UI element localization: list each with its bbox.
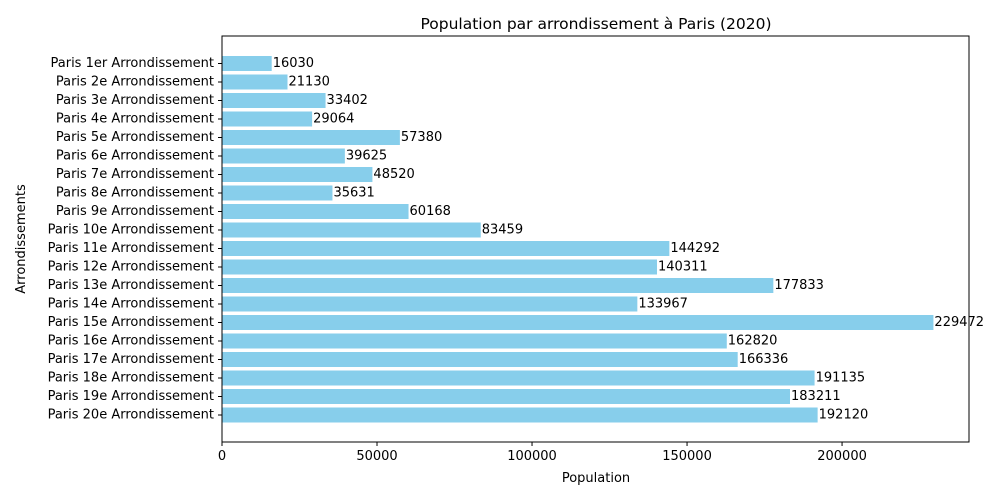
data-labels-group: 16030 21130 33402 29064 57380 39625 48520 35631… — [273, 56, 984, 423]
y-tick-label: Paris 5e Arrondissement — [56, 130, 214, 145]
data-label: 183211 — [791, 389, 841, 404]
bar — [222, 56, 272, 71]
data-label: 57380 — [401, 130, 442, 145]
data-label: 162820 — [728, 334, 778, 349]
y-tick-label: Paris 20e Arrondissement — [48, 408, 214, 423]
data-label: 229472 — [934, 315, 984, 330]
chart-title: Population par arrondissement à Paris (2… — [420, 15, 771, 33]
data-label: 48520 — [373, 167, 414, 182]
y-tick-label: Paris 17e Arrondissement — [48, 352, 214, 367]
data-label: 33402 — [327, 93, 368, 108]
y-tick-label: Paris 10e Arrondissement — [48, 223, 214, 238]
y-tick-label: Paris 19e Arrondissement — [48, 389, 214, 404]
data-label: 140311 — [658, 260, 708, 275]
data-label: 192120 — [819, 408, 869, 423]
bar — [222, 389, 791, 404]
bars-group — [222, 56, 934, 423]
bar — [222, 259, 658, 275]
y-tick-label: Paris 7e Arrondissement — [56, 167, 214, 182]
x-tick-label: 100000 — [507, 449, 557, 464]
x-tick-label: 50000 — [356, 449, 397, 464]
y-axis-label: Arrondissements — [14, 184, 29, 294]
y-tick-label: Paris 14e Arrondissement — [48, 297, 214, 312]
plot-frame — [221, 35, 970, 443]
bar — [222, 352, 738, 367]
y-tick-label: Paris 15e Arrondissement — [48, 315, 214, 330]
bar — [222, 93, 326, 108]
bar — [222, 333, 727, 349]
y-tick-label: Paris 13e Arrondissement — [48, 278, 214, 293]
y-tick-label: Paris 11e Arrondissement — [48, 241, 214, 256]
bar — [222, 111, 313, 127]
data-label: 133967 — [638, 297, 688, 312]
y-tick-label: Paris 8e Arrondissement — [56, 186, 214, 201]
bar — [222, 148, 345, 164]
plot-area: 16030 21130 33402 29064 57380 39625 48520 35631… — [48, 35, 984, 464]
x-tick-label: 200000 — [817, 449, 867, 464]
bar — [222, 241, 670, 256]
data-label: 83459 — [482, 223, 523, 238]
y-tick-label: Paris 1er Arrondissement — [51, 56, 215, 71]
x-axis-ticks: 0 50000 100000 150000 200000 — [218, 442, 867, 464]
data-label: 16030 — [273, 56, 314, 71]
y-tick-label: Paris 2e Arrondissement — [56, 75, 214, 90]
data-label: 60168 — [410, 204, 451, 219]
x-axis-label: Population — [562, 471, 630, 486]
y-tick-label: Paris 4e Arrondissement — [56, 112, 214, 127]
bar — [222, 370, 815, 386]
y-tick-label: Paris 12e Arrondissement — [48, 260, 214, 275]
bar — [222, 167, 373, 182]
data-label: 39625 — [346, 149, 387, 164]
data-label: 177833 — [774, 278, 824, 293]
bar — [222, 74, 288, 90]
bar — [222, 278, 774, 293]
data-label: 191135 — [816, 371, 866, 386]
bar — [222, 407, 818, 423]
bar — [222, 222, 481, 238]
data-label: 35631 — [333, 186, 374, 201]
bar — [222, 185, 333, 201]
y-axis-ticks: Paris 1er Arrondissement Paris 2e Arrondi… — [48, 56, 222, 423]
data-label: 144292 — [670, 241, 720, 256]
data-label: 29064 — [313, 112, 354, 127]
x-tick-label: 0 — [218, 449, 226, 464]
bar — [222, 130, 400, 145]
y-tick-label: Paris 16e Arrondissement — [48, 334, 214, 349]
bar — [222, 204, 409, 219]
y-tick-label: Paris 3e Arrondissement — [56, 93, 214, 108]
bar — [222, 296, 638, 312]
data-label: 166336 — [739, 352, 789, 367]
y-tick-label: Paris 18e Arrondissement — [48, 371, 214, 386]
y-tick-label: Paris 9e Arrondissement — [56, 204, 214, 219]
bar — [222, 315, 934, 330]
y-tick-label: Paris 6e Arrondissement — [56, 149, 214, 164]
data-label: 21130 — [289, 75, 330, 90]
x-tick-label: 150000 — [662, 449, 712, 464]
